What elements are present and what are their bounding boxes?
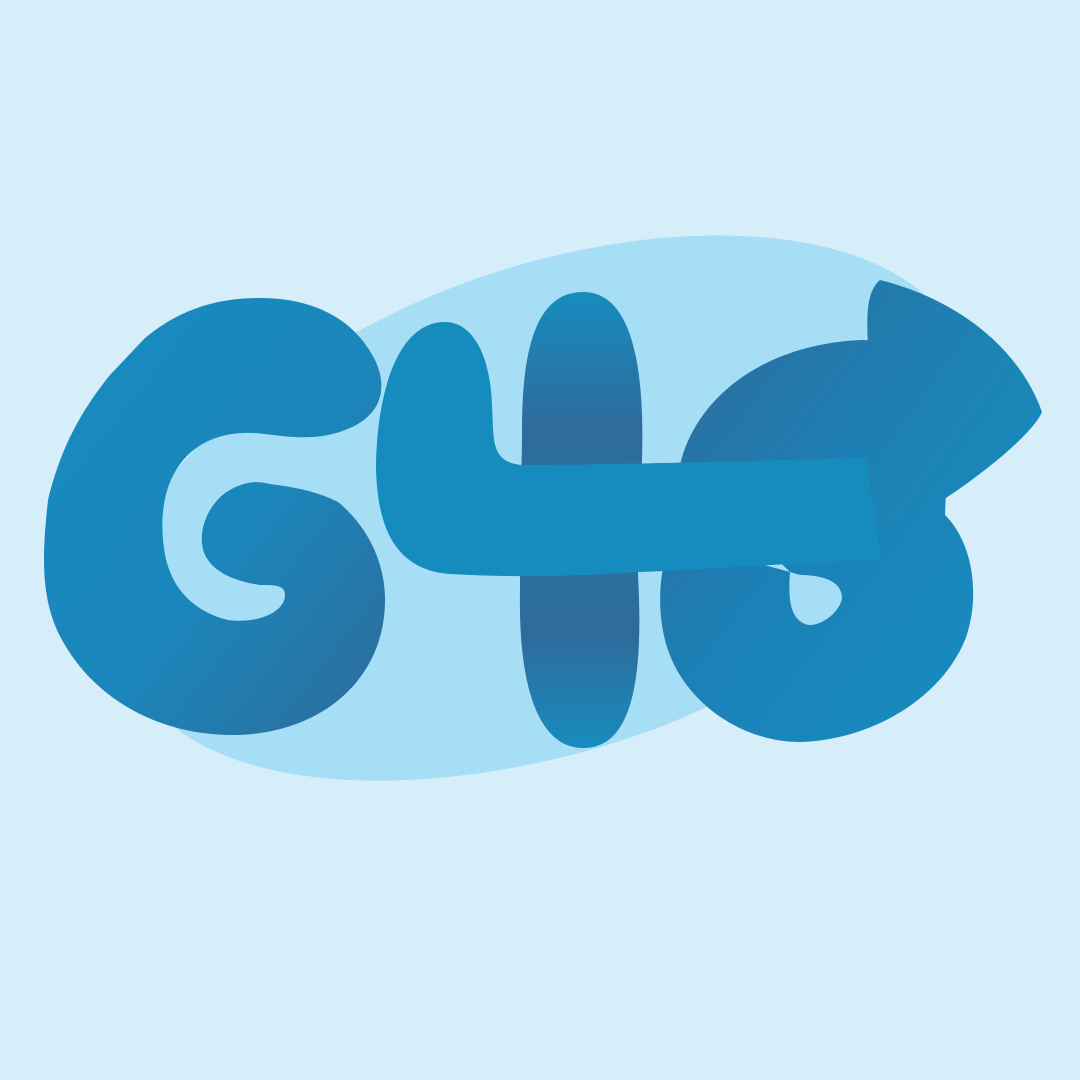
letter-g: [43, 298, 386, 735]
right-arrow-icon: [867, 280, 1042, 524]
letter-t-bar: [376, 322, 880, 577]
